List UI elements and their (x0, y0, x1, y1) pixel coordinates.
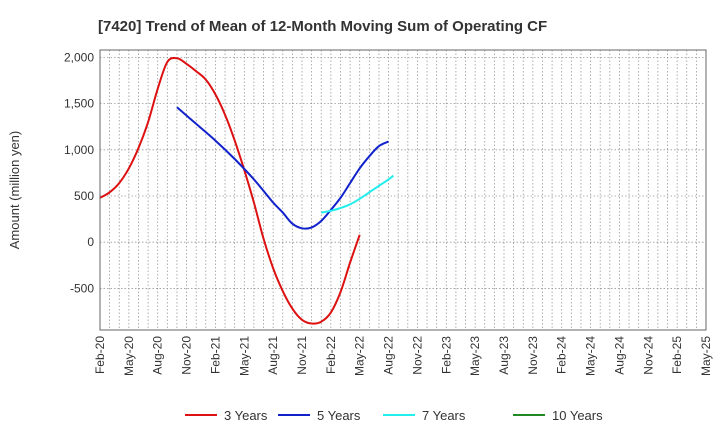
legend-label: 3 Years (224, 408, 268, 423)
series-line-3-years (99, 56, 361, 325)
x-tick-label: May-25 (699, 336, 713, 376)
legend-label: 5 Years (317, 408, 361, 423)
y-axis-label: Amount (million yen) (7, 131, 22, 250)
series-lines (99, 56, 395, 325)
x-tick-label: Feb-24 (555, 336, 569, 374)
x-tick-label: Aug-22 (382, 336, 396, 375)
x-tick-label: May-21 (237, 336, 251, 376)
y-tick-label: 0 (87, 235, 94, 249)
x-tick-label: Nov-22 (410, 336, 424, 375)
x-tick-label: Nov-20 (180, 336, 194, 375)
x-tick-label: Nov-24 (641, 336, 655, 375)
y-tick-label: 500 (74, 189, 94, 203)
y-tick-label: 2,000 (64, 50, 94, 64)
x-tick-label: May-20 (122, 336, 136, 376)
x-tick-label: Nov-23 (526, 336, 540, 375)
x-tick-label: May-23 (468, 336, 482, 376)
x-tick-label: Aug-21 (266, 336, 280, 375)
plot-frame (99, 49, 707, 331)
x-tick-label: May-22 (353, 336, 367, 376)
x-tick-label: Feb-25 (670, 336, 684, 374)
legend-label: 7 Years (422, 408, 466, 423)
chart-title: [7420] Trend of Mean of 12-Month Moving … (98, 18, 547, 35)
legend-label: 10 Years (552, 408, 603, 423)
x-ticks: Feb-20 May-20 Aug-20 Nov-20 Feb-21 May-21 Aug-… (93, 336, 713, 376)
x-tick-label: Feb-20 (93, 336, 107, 374)
x-tick-label: Feb-21 (208, 336, 222, 374)
x-tick-label: Aug-23 (497, 336, 511, 375)
series-line-7-years (321, 174, 395, 214)
x-tick-label: Aug-24 (612, 336, 626, 375)
x-tick-label: May-24 (584, 336, 598, 376)
grid (99, 50, 707, 330)
y-tick-label: 1,000 (64, 143, 94, 157)
x-tick-label: Feb-22 (324, 336, 338, 374)
series-line-5-years (176, 106, 390, 230)
x-tick-label: Aug-20 (151, 336, 165, 375)
legend: 3 Years 5 Years 7 Years 10 Years (185, 408, 603, 423)
x-tick-label: Nov-21 (295, 336, 309, 375)
x-tick-label: Feb-23 (439, 336, 453, 374)
y-tick-label: 1,500 (64, 97, 94, 111)
y-ticks: 2,000 1,500 1,000 500 0 -500 (64, 50, 94, 295)
y-tick-label: -500 (70, 281, 94, 295)
